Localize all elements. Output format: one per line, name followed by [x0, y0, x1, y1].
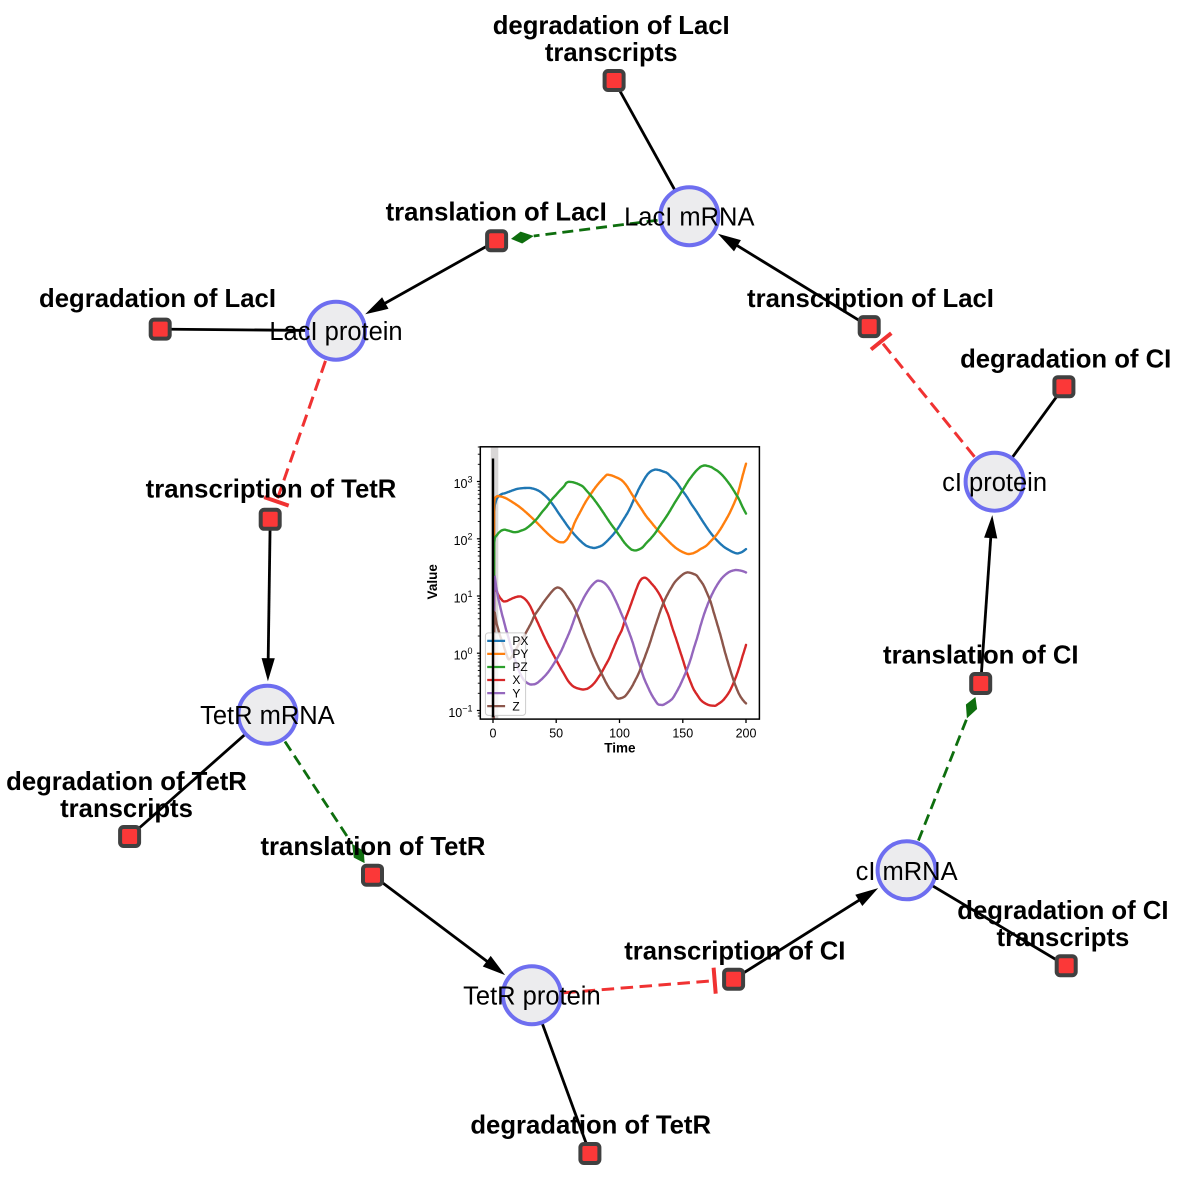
svg-text:cI mRNA: cI mRNA [856, 858, 958, 886]
svg-text:Z: Z [512, 699, 519, 713]
svg-text:translation of CI: translation of CI [883, 642, 1079, 670]
svg-text:degradation of TetR: degradation of TetR [470, 1112, 711, 1140]
svg-text:degradation of CI: degradation of CI [960, 346, 1171, 374]
svg-text:Value: Value [425, 564, 440, 600]
svg-text:translation of LacI: translation of LacI [386, 199, 607, 227]
svg-text:TetR protein: TetR protein [463, 983, 601, 1011]
svg-text:transcripts: transcripts [545, 39, 678, 67]
svg-text:transcripts: transcripts [997, 924, 1130, 952]
svg-text:degradation of LacI: degradation of LacI [493, 12, 730, 40]
svg-text:PZ: PZ [512, 660, 527, 674]
svg-text:LacI protein: LacI protein [269, 318, 402, 346]
svg-text:LacI mRNA: LacI mRNA [624, 204, 754, 232]
svg-text:degradation of LacI: degradation of LacI [39, 285, 276, 313]
svg-text:100: 100 [609, 726, 630, 740]
svg-text:transcription of LacI: transcription of LacI [747, 285, 994, 313]
svg-text:200: 200 [736, 726, 757, 740]
svg-text:TetR mRNA: TetR mRNA [200, 702, 335, 730]
svg-text:translation of TetR: translation of TetR [260, 833, 485, 861]
svg-text:Time: Time [604, 740, 636, 755]
svg-text:degradation of TetR: degradation of TetR [6, 768, 247, 796]
svg-text:150: 150 [672, 726, 693, 740]
svg-text:transcription of TetR: transcription of TetR [146, 475, 397, 503]
svg-text:transcripts: transcripts [60, 795, 193, 823]
svg-text:Y: Y [512, 686, 520, 700]
svg-text:0: 0 [490, 726, 497, 740]
svg-text:PY: PY [512, 647, 528, 661]
svg-text:X: X [512, 673, 520, 687]
svg-text:cI protein: cI protein [942, 469, 1047, 497]
svg-text:transcription of CI: transcription of CI [624, 938, 845, 966]
svg-text:PX: PX [512, 634, 528, 648]
svg-text:degradation of CI: degradation of CI [957, 897, 1168, 925]
svg-text:50: 50 [549, 726, 563, 740]
